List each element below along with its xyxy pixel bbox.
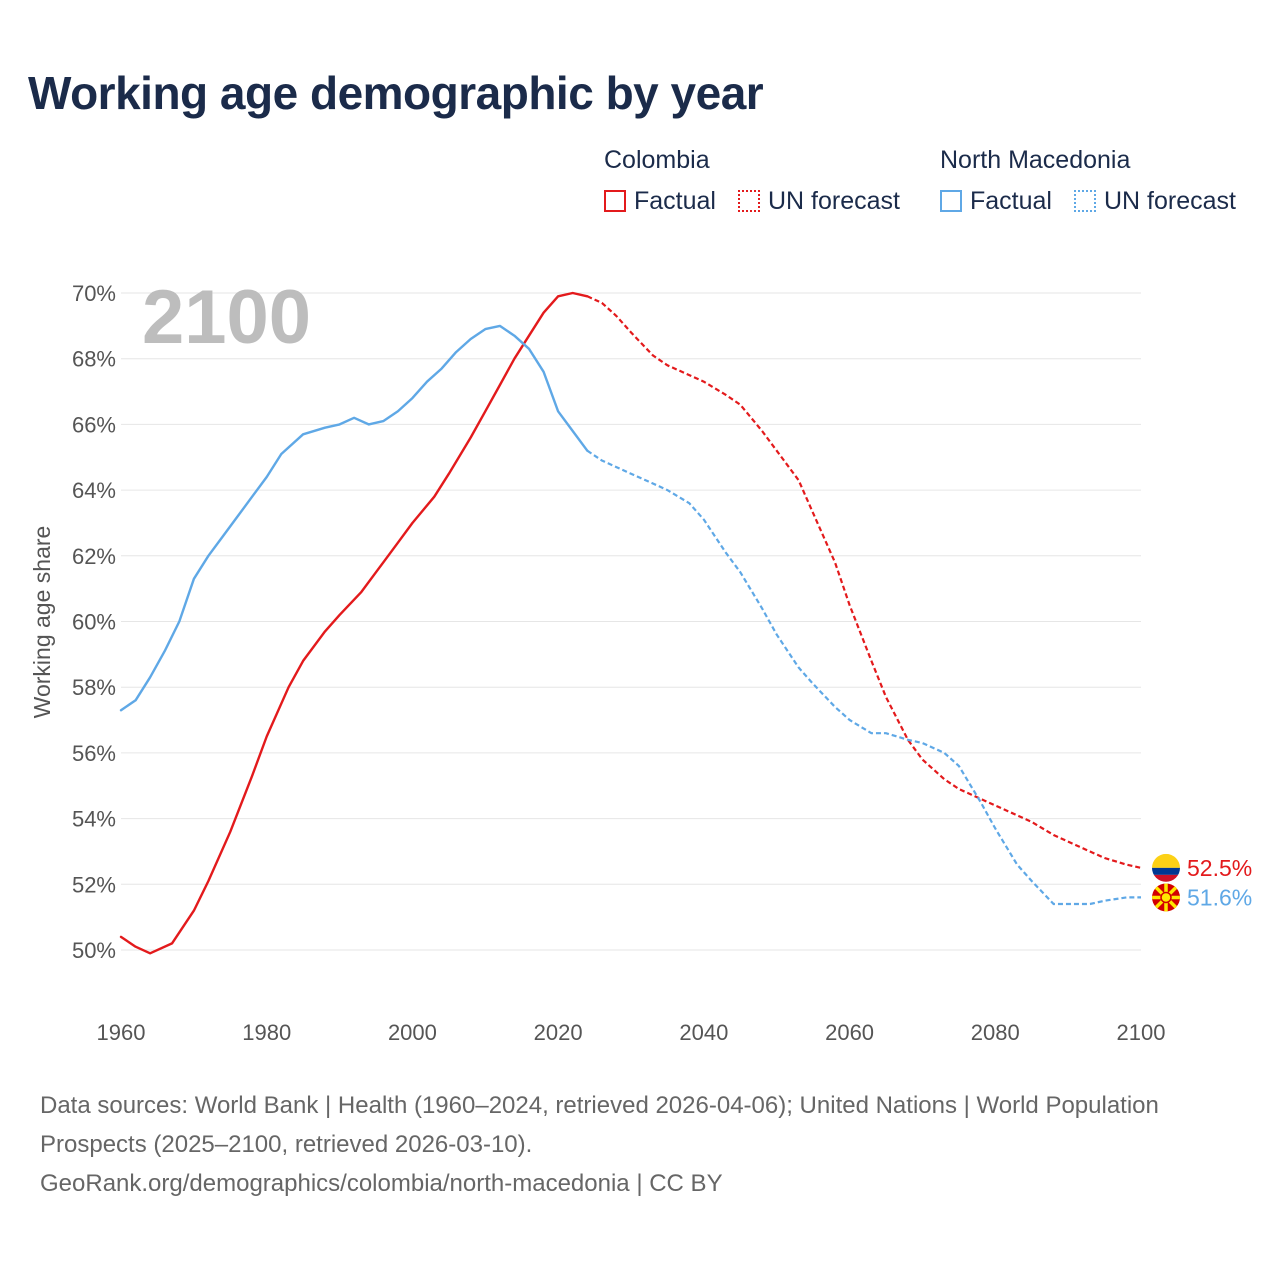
- x-tick-label: 2080: [971, 1020, 1020, 1045]
- x-tick-label: 1960: [97, 1020, 146, 1045]
- legend-label: Factual: [634, 186, 716, 215]
- y-axis-ticks: 50% 52% 54% 56% 58% 60% 62% 64% 66% 68% 70%: [72, 281, 116, 963]
- legend-swatch-colombia-forecast: [738, 190, 760, 212]
- end-value-label-north-macedonia: 51.6%: [1187, 884, 1252, 910]
- credit-link[interactable]: GeoRank.org/demographics/colombia/north-…: [40, 1170, 723, 1197]
- line-chart: 50%52%54%56%58%60%62%64%66%68%70% 1960 19…: [29, 275, 1252, 1045]
- gridlines: [121, 292, 1141, 951]
- x-tick-label: 1980: [242, 1020, 291, 1045]
- x-axis-ticks: 1960 1980 2000 2020 2040 2060 2080 2100: [97, 1020, 1166, 1045]
- legend-colombia-factual[interactable]: Factual: [604, 186, 716, 216]
- current-year-watermark: 2100: [142, 275, 311, 360]
- y-tick-label: 68%: [72, 347, 116, 372]
- legend-group-north-macedonia: North Macedonia: [940, 146, 1131, 174]
- legend-label: Factual: [970, 186, 1052, 215]
- x-tick-label: 2100: [1117, 1020, 1166, 1045]
- y-tick-label: 50%: [72, 938, 116, 963]
- y-tick-label: 66%: [72, 412, 116, 437]
- chart-title: Working age demographic by year: [28, 67, 764, 119]
- legend-swatch-north-macedonia-forecast: [1074, 190, 1096, 212]
- legend-group-colombia: Colombia: [604, 146, 710, 174]
- y-axis-label: Working age share: [29, 526, 55, 719]
- y-tick-label: 54%: [72, 807, 116, 832]
- data-sources: Data sources: World Bank | Health (1960–…: [40, 1092, 1159, 1158]
- y-tick-label: 56%: [72, 741, 116, 766]
- legend-swatch-north-macedonia-factual: [940, 190, 962, 212]
- legend-north-macedonia-factual[interactable]: Factual: [940, 186, 1052, 216]
- end-markers: 52.5% 51.6%: [1152, 853, 1252, 912]
- y-tick-label: 70%: [72, 281, 116, 306]
- series-line-colombia-factual: [119, 291, 589, 955]
- series-line-north-macedonia-factual: [119, 324, 589, 712]
- y-tick-label: 58%: [72, 675, 116, 700]
- flag-north-macedonia: [1152, 883, 1180, 912]
- y-tick-label: 52%: [72, 872, 116, 897]
- end-value-label-colombia: 52.5%: [1187, 855, 1252, 881]
- y-tick-label: 60%: [72, 610, 116, 635]
- legend-label: UN forecast: [1104, 186, 1236, 215]
- legend-swatch-colombia-factual: [604, 190, 626, 212]
- x-tick-label: 2000: [388, 1020, 437, 1045]
- legend-colombia-forecast[interactable]: UN forecast: [738, 186, 900, 216]
- legend-north-macedonia-forecast[interactable]: UN forecast: [1074, 186, 1236, 216]
- series-lines: [119, 291, 1142, 955]
- y-tick-label: 62%: [72, 544, 116, 569]
- x-tick-label: 2020: [534, 1020, 583, 1045]
- x-tick-label: 2060: [825, 1020, 874, 1045]
- x-tick-label: 2040: [679, 1020, 728, 1045]
- footer: Data sources: World Bank | Health (1960–…: [40, 1086, 1220, 1203]
- series-line-colombia-forecast: [586, 295, 1142, 869]
- legend-label: UN forecast: [768, 186, 900, 215]
- y-tick-label: 64%: [72, 478, 116, 503]
- flag-colombia: [1152, 853, 1180, 882]
